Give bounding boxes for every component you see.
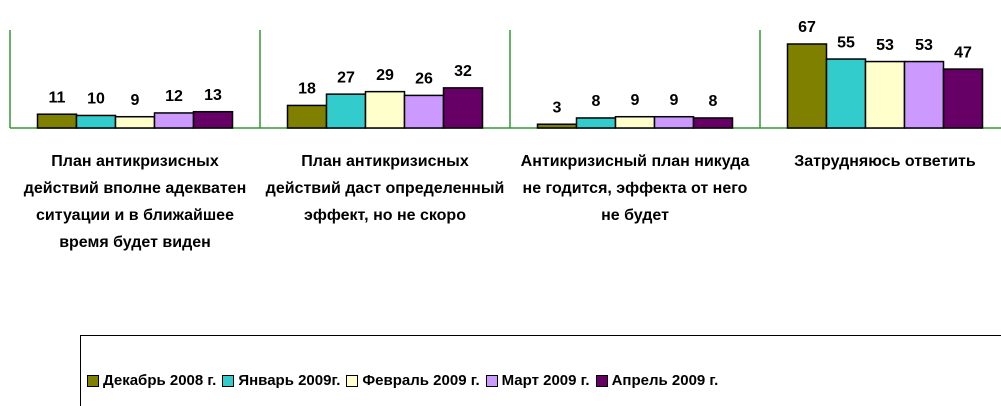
bar bbox=[825, 58, 867, 129]
category-label: План антикризисных действий вполне адекв… bbox=[23, 153, 247, 251]
legend-label: Февраль 2009 г. bbox=[362, 372, 480, 389]
bar bbox=[864, 60, 906, 129]
value-label: 9 bbox=[631, 92, 640, 109]
legend-item: Январь 2009г. bbox=[222, 372, 340, 389]
bar bbox=[653, 115, 695, 129]
category-label: Антикризисный план никуда не годится, эф… bbox=[520, 153, 750, 224]
value-label: 29 bbox=[376, 67, 394, 84]
legend-label: Декабрь 2008 г. bbox=[103, 372, 217, 389]
value-label: 8 bbox=[592, 93, 601, 110]
bar bbox=[614, 115, 656, 129]
legend-label: Март 2009 г. bbox=[501, 372, 590, 389]
legend-item: Март 2009 г. bbox=[485, 372, 590, 389]
bar bbox=[153, 112, 195, 129]
bar bbox=[114, 115, 156, 129]
category-label: План антикризисных действий даст определ… bbox=[265, 153, 505, 224]
legend-item: Декабрь 2008 г. bbox=[87, 372, 216, 389]
bar bbox=[325, 93, 367, 129]
bar bbox=[536, 123, 578, 129]
value-label: 9 bbox=[131, 92, 140, 109]
value-label: 13 bbox=[204, 87, 222, 104]
value-label: 12 bbox=[165, 88, 183, 105]
legend-swatch bbox=[346, 374, 359, 387]
value-label: 32 bbox=[454, 63, 472, 80]
legend-item: Апрель 2009 г. bbox=[595, 372, 719, 389]
legend-swatch bbox=[87, 374, 99, 387]
value-label: 26 bbox=[415, 71, 433, 88]
legend-label: Январь 2009г. bbox=[238, 372, 341, 389]
bar bbox=[75, 114, 117, 129]
value-label: 53 bbox=[876, 37, 894, 54]
bar bbox=[786, 43, 828, 129]
value-label: 11 bbox=[49, 89, 66, 106]
legend: Декабрь 2008 г. Январь 2009г. Февраль 2009… bbox=[80, 335, 1001, 406]
legend-item: Февраль 2009 г. bbox=[346, 372, 480, 389]
bar bbox=[942, 68, 984, 129]
value-label: 9 bbox=[670, 92, 679, 109]
legend-label: Апрель 2009 г. bbox=[611, 372, 719, 389]
value-label: 10 bbox=[87, 91, 105, 108]
value-label: 67 bbox=[798, 19, 816, 36]
legend-swatch bbox=[595, 374, 608, 387]
value-label: 18 bbox=[298, 81, 316, 98]
bar bbox=[442, 87, 484, 129]
value-label: 55 bbox=[837, 34, 855, 51]
value-label: 53 bbox=[915, 37, 933, 54]
bar bbox=[403, 94, 445, 129]
value-label: 47 bbox=[954, 44, 972, 61]
bar bbox=[192, 110, 234, 129]
legend-swatch bbox=[485, 374, 498, 387]
bar bbox=[36, 113, 78, 129]
bar bbox=[692, 117, 734, 129]
bar bbox=[364, 90, 406, 129]
value-label: 3 bbox=[553, 99, 562, 116]
value-label: 27 bbox=[337, 69, 355, 86]
value-label: 8 bbox=[709, 93, 718, 110]
bar bbox=[903, 60, 945, 129]
bar bbox=[286, 104, 328, 129]
legend-swatch bbox=[222, 374, 235, 387]
category-label: Затрудняюсь ответить bbox=[794, 153, 976, 170]
bar bbox=[575, 117, 617, 129]
